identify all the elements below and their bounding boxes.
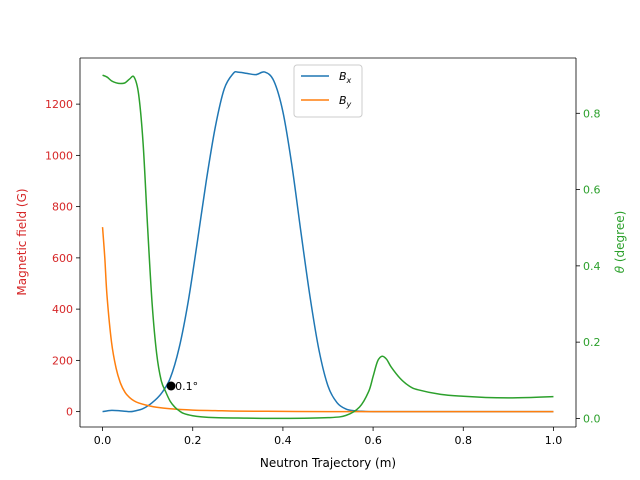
x-axis-label: Neutron Trajectory (m) xyxy=(260,456,396,470)
right-y-axis: 0.0 0.2 0.4 0.6 0.8 xyxy=(576,107,601,425)
annotation-label: 0.1° xyxy=(175,380,198,393)
left-y-axis-label: Magnetic field (G) xyxy=(15,188,29,295)
right-y-axis-label: θ (degree) xyxy=(613,211,627,274)
left-y-tick-label: 1000 xyxy=(45,149,73,162)
bx-series-line xyxy=(102,70,554,413)
legend-label-by: By xyxy=(339,94,352,109)
x-axis: 0.0 0.2 0.4 0.6 0.8 1.0 xyxy=(94,427,562,447)
series-layer xyxy=(101,70,554,420)
right-y-tick-label: 0.4 xyxy=(583,260,601,273)
x-tick-label: 0.8 xyxy=(455,434,473,447)
legend: Bx By xyxy=(293,64,363,118)
left-y-axis: 0 200 400 600 800 1000 1200 xyxy=(45,98,80,419)
axes-frame xyxy=(79,57,577,428)
by-series-line xyxy=(101,227,554,413)
left-y-tick-label: 200 xyxy=(52,354,73,367)
left-y-tick-label: 600 xyxy=(52,252,73,265)
right-y-tick-label: 0.0 xyxy=(583,412,601,425)
x-tick-label: 1.0 xyxy=(545,434,563,447)
annotation-layer: 0.1° xyxy=(166,380,198,393)
legend-box xyxy=(293,64,363,118)
x-tick-label: 0.0 xyxy=(94,434,112,447)
left-y-tick-label: 1200 xyxy=(45,98,73,111)
x-tick-label: 0.4 xyxy=(274,434,292,447)
right-y-tick-label: 0.2 xyxy=(583,336,601,349)
right-y-tick-label: 0.8 xyxy=(583,107,601,120)
left-y-tick-label: 800 xyxy=(52,201,73,214)
x-tick-label: 0.2 xyxy=(184,434,202,447)
annotation-marker xyxy=(166,381,176,391)
theta-series-line xyxy=(102,74,554,420)
right-y-tick-label: 0.6 xyxy=(583,184,601,197)
left-y-tick-label: 400 xyxy=(52,303,73,316)
x-tick-label: 0.6 xyxy=(364,434,382,447)
left-y-tick-label: 0 xyxy=(66,406,73,419)
legend-label-bx: Bx xyxy=(339,70,352,85)
